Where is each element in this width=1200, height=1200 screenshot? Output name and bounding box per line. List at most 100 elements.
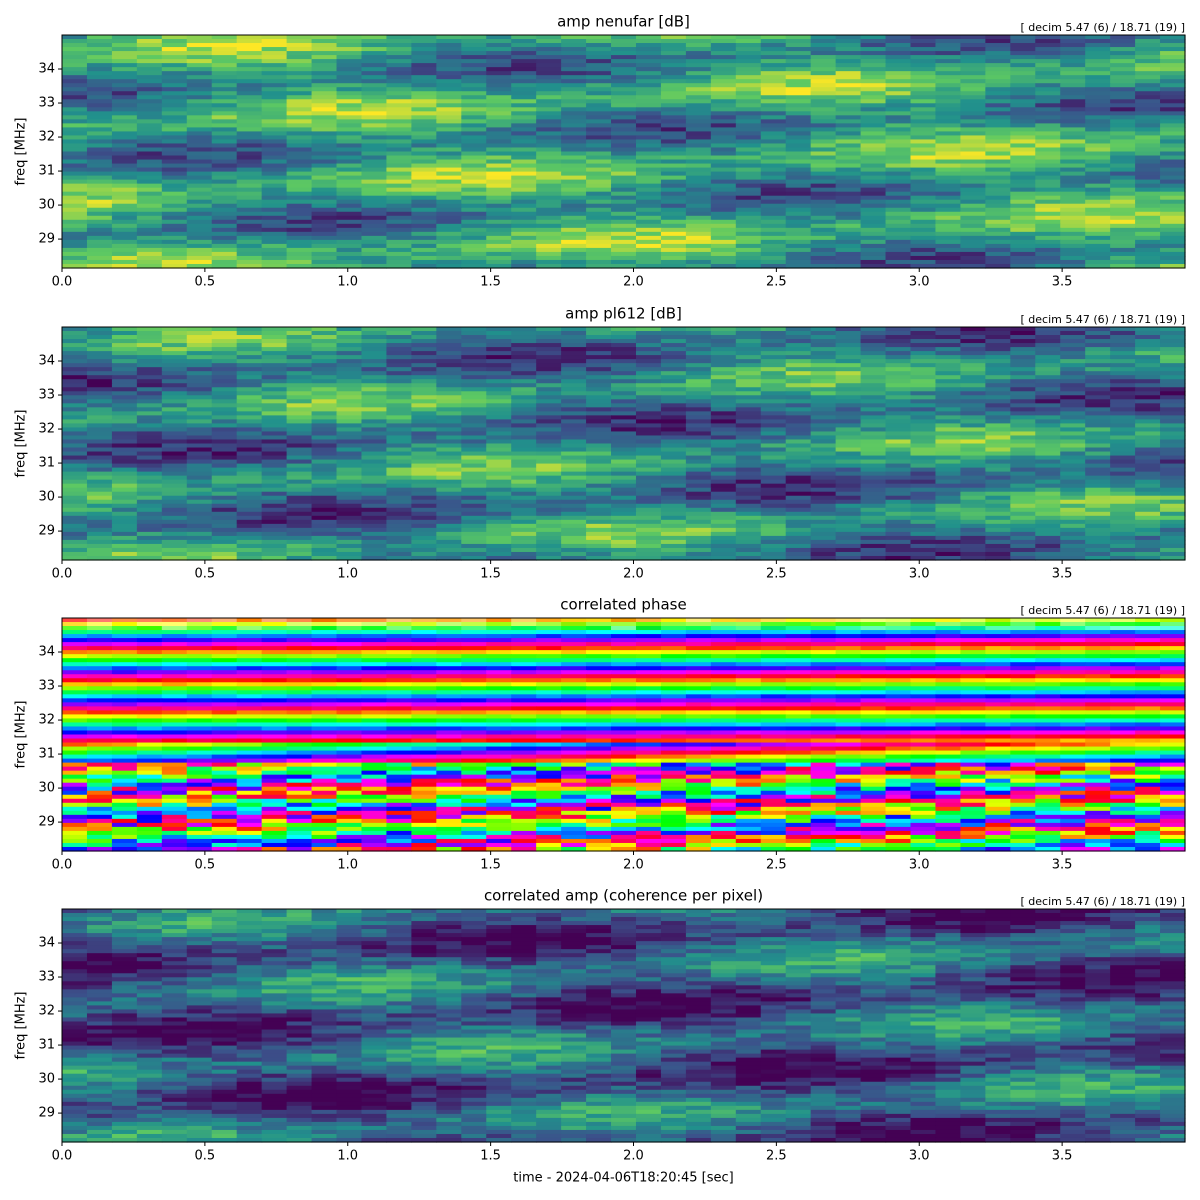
pixel-block <box>886 339 912 344</box>
pixel-block <box>436 347 462 352</box>
pixel-block <box>611 347 637 352</box>
pixel-block <box>87 435 113 440</box>
pixel-block <box>686 156 712 161</box>
pixel-block <box>1060 359 1086 364</box>
pixel-block <box>836 492 862 497</box>
pixel-block <box>811 143 837 148</box>
pixel-block <box>1085 484 1111 489</box>
pixel-block <box>137 143 163 148</box>
pixel-block <box>337 383 363 388</box>
pixel-block <box>212 135 238 140</box>
pixel-block <box>761 347 787 352</box>
pixel-block <box>686 224 712 229</box>
pixel-block <box>436 260 462 265</box>
pixel-block <box>461 508 487 513</box>
pixel-block <box>486 500 512 505</box>
pixel-block <box>886 464 912 469</box>
pixel-block <box>137 67 163 72</box>
pixel-block <box>212 435 238 440</box>
pixel-block <box>1035 95 1061 100</box>
pixel-block <box>861 228 887 233</box>
pixel-block <box>212 488 238 493</box>
pixel-block <box>1060 335 1086 340</box>
pixel-block <box>162 111 188 116</box>
pixel-block <box>985 452 1011 457</box>
pixel-block <box>886 168 912 173</box>
pixel-block <box>1085 236 1111 241</box>
pixel-block <box>287 196 313 201</box>
pixel-block <box>586 196 612 201</box>
pixel-block <box>586 220 612 225</box>
pixel-block <box>985 67 1011 72</box>
pixel-block <box>1135 224 1161 229</box>
pixel-block <box>262 131 288 136</box>
pixel-block <box>436 327 462 332</box>
pixel-block <box>661 180 687 185</box>
pixel-block <box>461 43 487 48</box>
pixel-block <box>1035 168 1061 173</box>
pixel-block <box>761 516 787 521</box>
pixel-block <box>62 180 88 185</box>
pixel-block <box>935 95 961 100</box>
pixel-block <box>935 387 961 392</box>
pixel-block <box>361 508 387 513</box>
pixel-block <box>686 496 712 501</box>
pixel-block <box>287 160 313 165</box>
pixel-block <box>661 435 687 440</box>
pixel-block <box>836 456 862 461</box>
pixel-block <box>886 327 912 332</box>
pixel-block <box>960 343 986 348</box>
pixel-block <box>411 184 437 189</box>
pixel-block <box>1135 379 1161 384</box>
pixel-block <box>811 51 837 56</box>
pixel-block <box>1160 131 1186 136</box>
pixel-block <box>411 220 437 225</box>
pixel-block <box>1160 71 1186 76</box>
pixel-block <box>112 435 138 440</box>
pixel-block <box>561 252 587 257</box>
pixel-block <box>262 504 288 509</box>
pixel-block <box>1110 492 1136 497</box>
pixel-block <box>811 431 837 436</box>
pixel-block <box>361 359 387 364</box>
pixel-block <box>661 403 687 408</box>
pixel-block <box>611 236 637 241</box>
pixel-block <box>1135 427 1161 432</box>
pixel-block <box>586 464 612 469</box>
pixel-block <box>861 236 887 241</box>
pixel-block <box>1010 435 1036 440</box>
pixel-block <box>1035 508 1061 513</box>
pixel-block <box>836 152 862 157</box>
pixel-block <box>836 460 862 465</box>
pixel-block <box>1160 371 1186 376</box>
pixel-block <box>361 51 387 56</box>
pixel-block <box>361 99 387 104</box>
pixel-block <box>262 331 288 336</box>
pixel-block <box>87 75 113 80</box>
pixel-block <box>985 339 1011 344</box>
pixel-block <box>711 244 737 249</box>
pixel-block <box>162 216 188 221</box>
pixel-block <box>786 407 812 412</box>
pixel-block <box>262 107 288 112</box>
pixel-block <box>162 200 188 205</box>
pixel-block <box>1060 71 1086 76</box>
pixel-block <box>87 252 113 257</box>
pixel-block <box>1135 260 1161 265</box>
pixel-block <box>1010 236 1036 241</box>
pixel-block <box>561 367 587 372</box>
pixel-block <box>960 204 986 209</box>
pixel-block <box>237 127 263 132</box>
pixel-block <box>586 363 612 368</box>
pixel-block <box>736 407 762 412</box>
pixel-block <box>361 204 387 209</box>
pixel-block <box>237 99 263 104</box>
pixel-block <box>586 67 612 72</box>
pixel-block <box>861 147 887 152</box>
pixel-block <box>162 115 188 120</box>
pixel-block <box>661 192 687 197</box>
pixel-block <box>811 35 837 40</box>
pixel-block <box>237 232 263 237</box>
pixel-block <box>1110 91 1136 96</box>
pixel-block <box>711 464 737 469</box>
